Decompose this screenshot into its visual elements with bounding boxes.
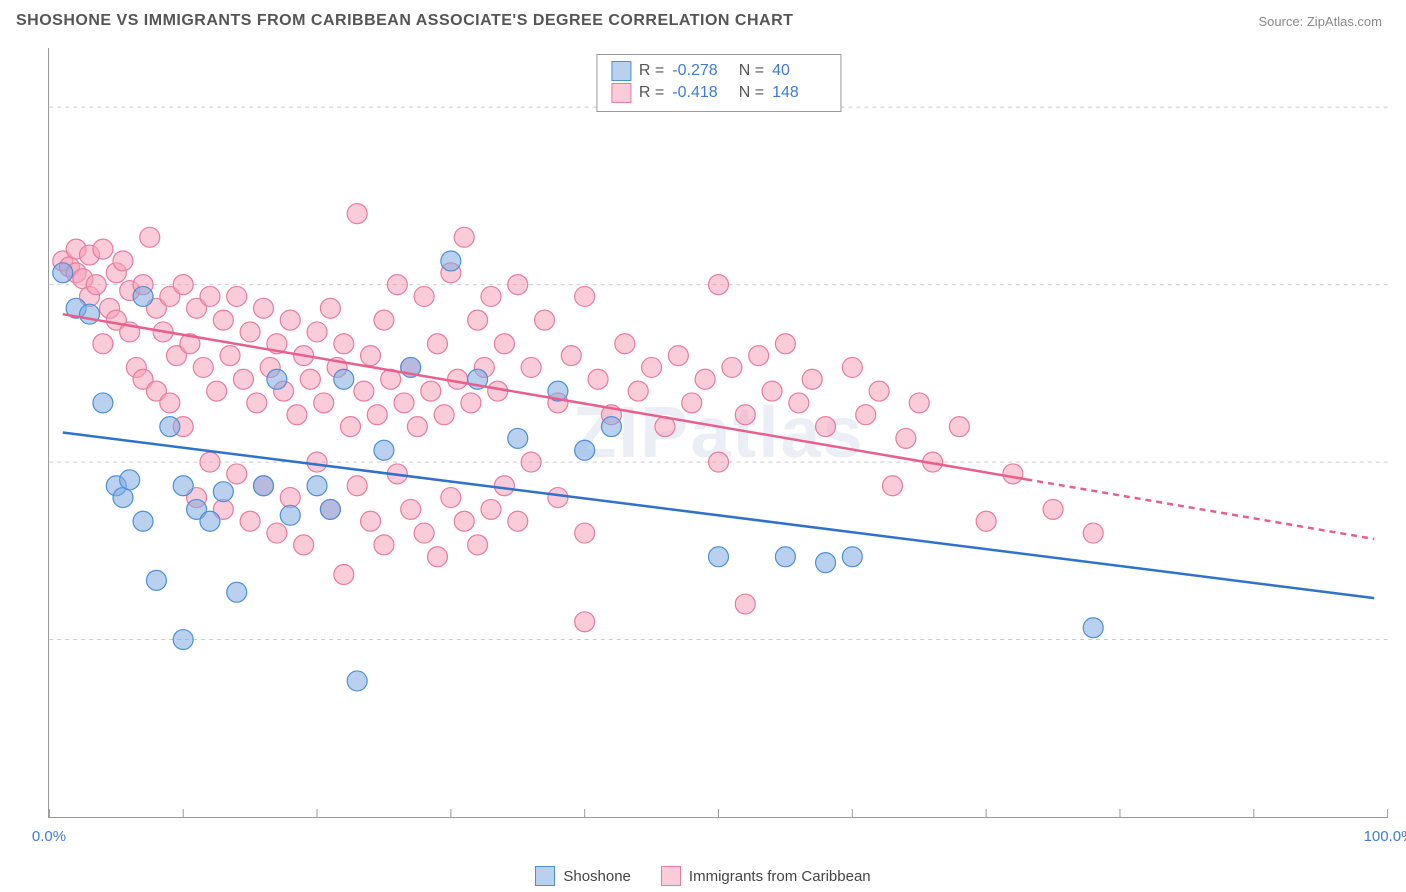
r-value-shoshone: -0.278	[672, 62, 726, 80]
legend-label-caribbean: Immigrants from Caribbean	[689, 868, 871, 885]
legend-item-caribbean: Immigrants from Caribbean	[661, 866, 871, 886]
source-prefix: Source:	[1258, 14, 1306, 29]
r-label: R =	[639, 62, 664, 80]
r-value-caribbean: -0.418	[672, 84, 726, 102]
swatch-shoshone	[535, 866, 555, 886]
bottom-legend: Shoshone Immigrants from Caribbean	[0, 866, 1406, 886]
n-value-shoshone: 40	[772, 62, 826, 80]
chart-title: SHOSHONE VS IMMIGRANTS FROM CARIBBEAN AS…	[16, 12, 793, 30]
r-label: R =	[639, 84, 664, 102]
legend-label-shoshone: Shoshone	[563, 868, 631, 885]
swatch-caribbean	[661, 866, 681, 886]
scatter-plot-svg	[49, 48, 1388, 817]
source-name: ZipAtlas.com	[1307, 14, 1382, 29]
correlation-stats-box: R = -0.278 N = 40 R = -0.418 N = 148	[596, 54, 841, 112]
chart-area: ZIPatlas R = -0.278 N = 40 R = -0.418 N …	[48, 48, 1388, 818]
n-label: N =	[734, 62, 764, 80]
x-tick-label: 0.0%	[32, 828, 66, 845]
x-tick-label: 100.0%	[1364, 828, 1406, 845]
source-attribution: Source: ZipAtlas.com	[1258, 14, 1382, 29]
swatch-caribbean	[611, 83, 631, 103]
swatch-shoshone	[611, 61, 631, 81]
n-label: N =	[734, 84, 764, 102]
stats-row-shoshone: R = -0.278 N = 40	[611, 61, 826, 81]
n-value-caribbean: 148	[772, 84, 826, 102]
legend-item-shoshone: Shoshone	[535, 866, 631, 886]
stats-row-caribbean: R = -0.418 N = 148	[611, 83, 826, 103]
